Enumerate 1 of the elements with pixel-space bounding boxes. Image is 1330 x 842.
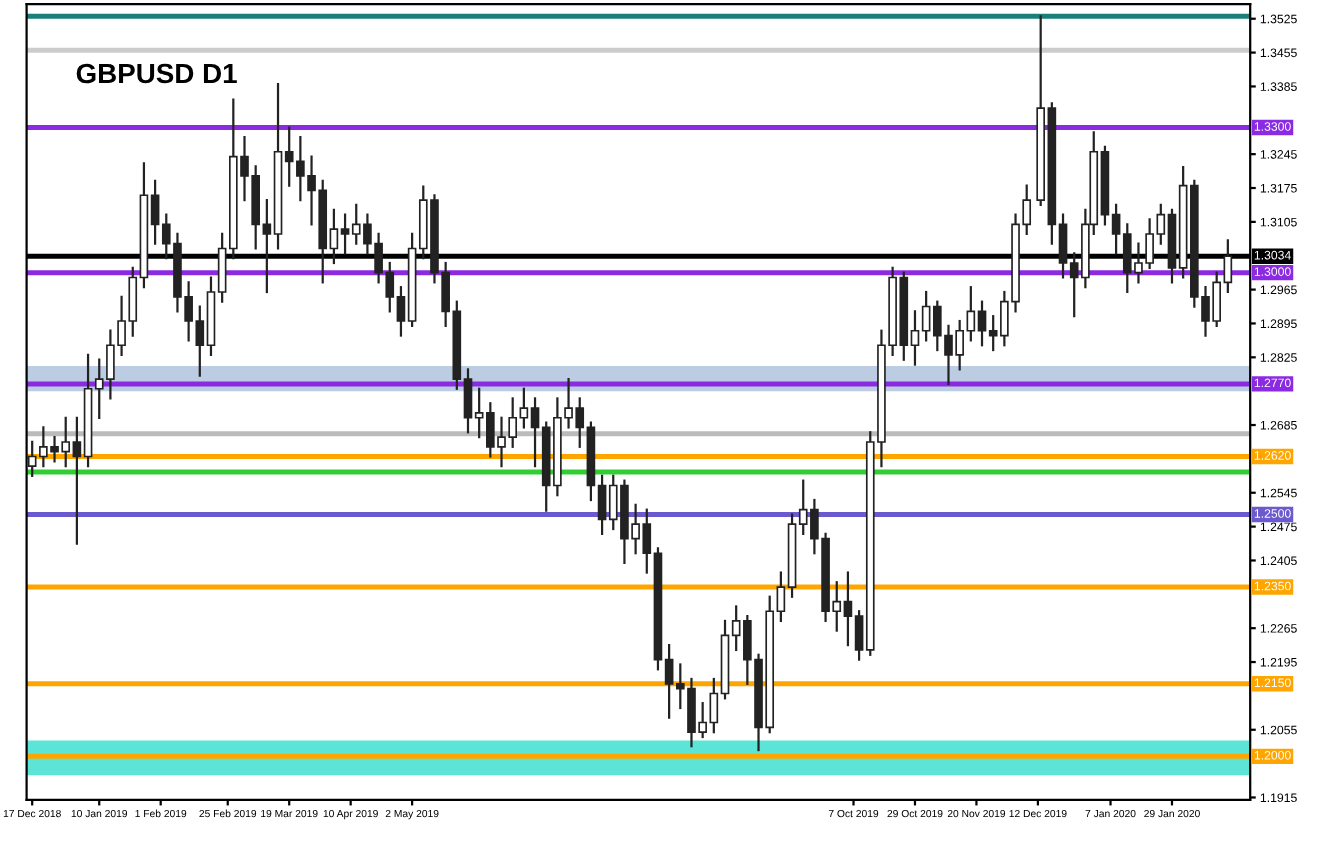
text: GBPUSD D1: [76, 63, 237, 84]
